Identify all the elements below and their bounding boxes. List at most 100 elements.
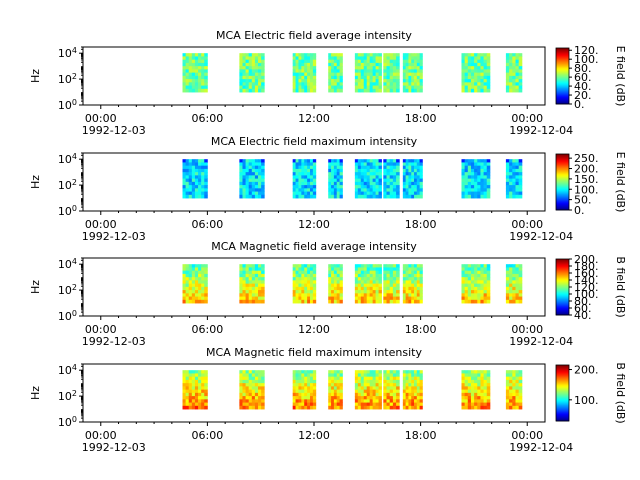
- spectrogram-cell: [509, 392, 513, 397]
- spectrogram-cell: [375, 290, 379, 294]
- spectrogram-cell: [411, 270, 415, 275]
- spectrogram-cell: [363, 172, 368, 176]
- spectrogram-cell: [470, 79, 475, 83]
- spectrogram-cell: [204, 178, 208, 183]
- spectrogram-cell: [509, 194, 513, 199]
- spectrogram-cell: [188, 62, 193, 67]
- spectrogram-cell: [242, 379, 246, 384]
- spectrogram-cell: [251, 296, 256, 301]
- spectrogram-cell: [416, 286, 420, 291]
- spectrogram-cell: [182, 389, 187, 394]
- spectrogram-cell: [258, 296, 262, 301]
- spectrogram-cell: [518, 373, 523, 378]
- spectrogram-cell: [515, 62, 520, 67]
- spectrogram-cell: [331, 264, 335, 268]
- spectrogram-cell: [185, 267, 190, 272]
- spectrogram-cell: [204, 188, 208, 192]
- spectrogram-cell: [378, 178, 382, 183]
- spectrogram-cell: [405, 79, 409, 83]
- spectrogram-cell: [182, 296, 187, 301]
- spectrogram-cell: [357, 185, 362, 189]
- spectrogram-cell: [464, 405, 469, 410]
- spectrogram-cell: [464, 267, 469, 272]
- spectrogram-cell: [333, 405, 338, 410]
- x-tick-label: 00:00: [85, 218, 117, 231]
- spectrogram-cell: [486, 56, 491, 61]
- spectrogram-cell: [408, 165, 412, 170]
- spectrogram-cell: [357, 299, 362, 304]
- spectrogram-cell: [486, 290, 491, 294]
- spectrogram-cell: [304, 373, 308, 378]
- spectrogram-cell: [512, 383, 516, 387]
- spectrogram-cell: [416, 267, 420, 272]
- spectrogram-cell: [248, 188, 253, 192]
- spectrogram-cell: [201, 376, 205, 381]
- spectrogram-cell: [386, 162, 391, 167]
- spectrogram-cell: [512, 290, 516, 294]
- spectrogram-cell: [518, 168, 523, 173]
- spectrogram-cell: [402, 283, 407, 288]
- spectrogram-cell: [372, 165, 376, 170]
- spectrogram-cell: [245, 376, 250, 381]
- spectrogram-cell: [477, 85, 481, 90]
- spectrogram-cell: [461, 85, 466, 90]
- spectrogram-cell: [360, 296, 365, 301]
- spectrogram-cell: [258, 69, 262, 74]
- spectrogram-cell: [386, 277, 391, 281]
- spectrogram-cell: [307, 72, 311, 77]
- spectrogram-cell: [389, 66, 394, 70]
- spectrogram-cell: [185, 175, 190, 180]
- spectrogram-cell: [389, 53, 394, 57]
- spectrogram-cell: [461, 172, 466, 176]
- spectrogram-cell: [363, 293, 368, 297]
- spectrogram-cell: [239, 273, 243, 278]
- spectrogram-cell: [396, 399, 400, 403]
- spectrogram-cell: [328, 175, 332, 180]
- spectrogram-cell: [261, 299, 265, 304]
- colorbar-segment: [556, 365, 569, 367]
- spectrogram-cell: [378, 270, 382, 275]
- spectrogram-cell: [331, 79, 335, 83]
- spectrogram-cell: [198, 185, 202, 189]
- spectrogram-cell: [416, 88, 420, 93]
- spectrogram-cell: [512, 191, 516, 196]
- spectrogram-cell: [375, 53, 379, 57]
- spectrogram-cell: [354, 402, 359, 407]
- spectrogram-cell: [375, 264, 379, 268]
- spectrogram-cell: [414, 53, 418, 57]
- spectrogram-cell: [242, 62, 246, 67]
- spectrogram-cell: [515, 299, 520, 304]
- spectrogram-cell: [378, 69, 382, 74]
- spectrogram-cell: [392, 85, 397, 90]
- spectrogram-cell: [372, 56, 376, 61]
- spectrogram-cell: [360, 373, 365, 378]
- spectrogram-cell: [301, 280, 305, 285]
- spectrogram-cell: [295, 69, 299, 74]
- spectrogram-cell: [239, 159, 243, 163]
- spectrogram-cell: [372, 79, 376, 83]
- spectrogram-cell: [204, 296, 208, 301]
- spectrogram-cell: [191, 75, 196, 80]
- spectrogram-cell: [310, 405, 314, 410]
- spectrogram-cell: [333, 273, 338, 278]
- spectrogram-cell: [194, 75, 199, 80]
- spectrogram-cell: [304, 69, 308, 74]
- spectrogram-cell: [201, 383, 205, 387]
- colorbar-segment: [556, 81, 569, 84]
- spectrogram-cell: [480, 79, 484, 83]
- spectrogram-cell: [386, 392, 391, 397]
- spectrogram-cell: [509, 376, 513, 381]
- spectrogram-cell: [295, 277, 299, 281]
- spectrogram-cell: [464, 373, 469, 378]
- spectrogram-cell: [298, 194, 302, 199]
- spectrogram-cell: [392, 290, 397, 294]
- spectrogram-cell: [375, 286, 379, 291]
- colorbar-segment: [556, 175, 569, 177]
- spectrogram-cell: [378, 188, 382, 192]
- spectrogram-cell: [467, 66, 472, 70]
- spectrogram-cell: [333, 88, 338, 93]
- spectrogram-cell: [354, 373, 359, 378]
- spectrogram-cell: [360, 188, 365, 192]
- spectrogram-cell: [369, 62, 374, 67]
- spectrogram-cell: [333, 299, 338, 304]
